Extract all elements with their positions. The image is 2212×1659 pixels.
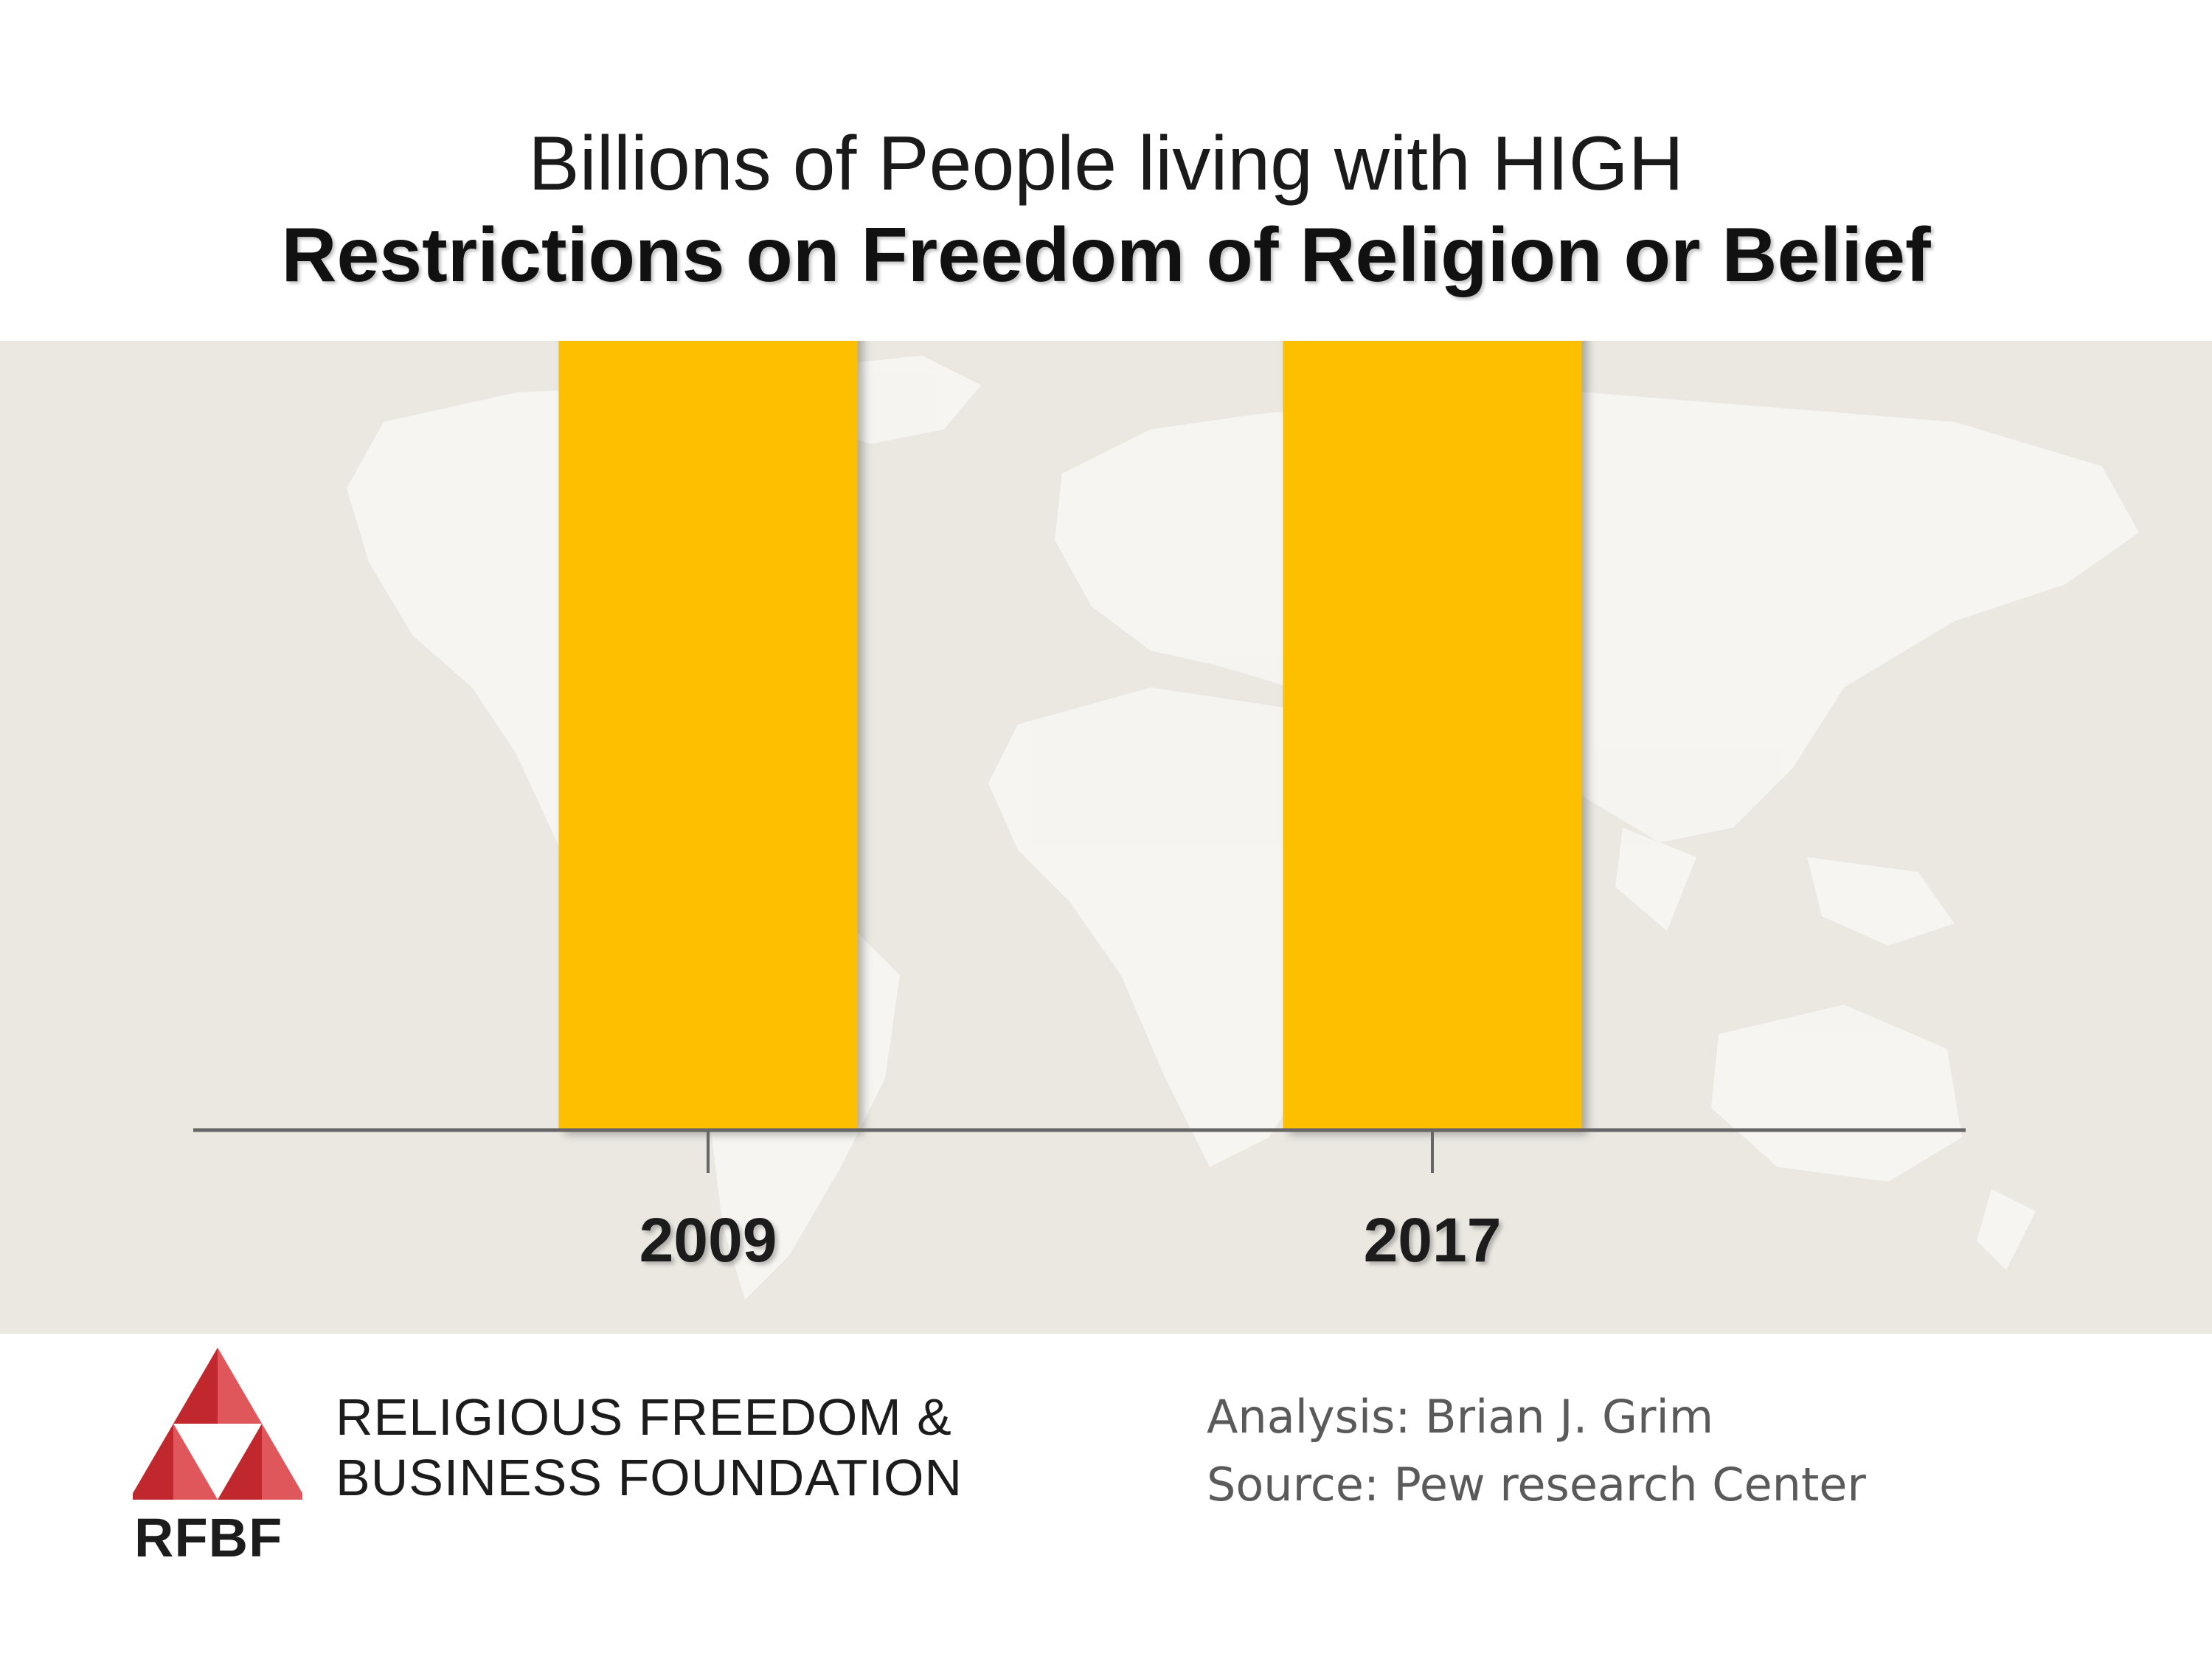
logo-text: RFBF (134, 1507, 283, 1568)
org-name-line-2: BUSINESS FOUNDATION (336, 1449, 963, 1506)
title-line-1: Billions of People living with HIGH (528, 121, 1684, 207)
source-credit: Source: Pew research Center (1207, 1458, 1866, 1511)
rfbf-logo (129, 1346, 306, 1509)
credits: Analysis: Brian J. Grim Source: Pew rese… (1207, 1383, 1866, 1519)
title-line-2: Restrictions on Freedom of Religion or B… (281, 212, 1931, 298)
x-tick-label-2017: 2017 (1364, 1205, 1502, 1275)
analysis-credit: Analysis: Brian J. Grim (1207, 1390, 1714, 1444)
organization-name: RELIGIOUS FREEDOM & BUSINESS FOUNDATION (336, 1387, 963, 1508)
chart-title: Billions of People living with HIGH Rest… (0, 118, 2212, 301)
bar-2017 (1283, 341, 1582, 1130)
x-tick-label-2009: 2009 (639, 1205, 777, 1275)
triangle-logo-icon (129, 1348, 306, 1500)
org-name-line-1: RELIGIOUS FREEDOM & (336, 1388, 952, 1446)
bar-2009 (558, 341, 858, 1130)
